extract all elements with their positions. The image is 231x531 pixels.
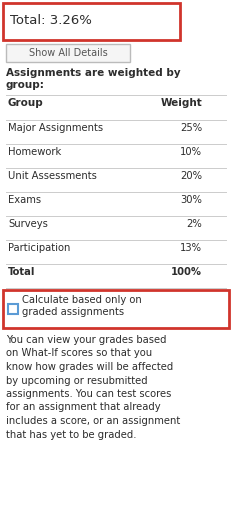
Text: Calculate based only on: Calculate based only on (22, 295, 141, 305)
Text: graded assignments: graded assignments (22, 307, 124, 317)
Text: Unit Assessments: Unit Assessments (8, 171, 97, 181)
Text: Show All Details: Show All Details (28, 48, 107, 58)
Text: Exams: Exams (8, 195, 41, 205)
Text: 13%: 13% (179, 243, 201, 253)
Text: Group: Group (8, 98, 44, 108)
Text: by upcoming or resubmitted: by upcoming or resubmitted (6, 375, 147, 386)
Text: 10%: 10% (179, 147, 201, 157)
Bar (6, 44, 129, 62)
Text: 25%: 25% (179, 123, 201, 133)
Text: You can view your grades based: You can view your grades based (6, 335, 166, 345)
Text: Total: 3.26%: Total: 3.26% (10, 14, 91, 28)
Text: Assignments are weighted by: Assignments are weighted by (6, 68, 180, 78)
Text: Homework: Homework (8, 147, 61, 157)
Text: know how grades will be affected: know how grades will be affected (6, 362, 173, 372)
Bar (3, 290, 228, 328)
Text: Weight: Weight (160, 98, 201, 108)
Text: for an assignment that already: for an assignment that already (6, 402, 160, 413)
Text: on What-If scores so that you: on What-If scores so that you (6, 348, 152, 358)
Text: Total: Total (8, 267, 35, 277)
Text: Surveys: Surveys (8, 219, 48, 229)
Text: Participation: Participation (8, 243, 70, 253)
Text: 30%: 30% (179, 195, 201, 205)
Text: that has yet to be graded.: that has yet to be graded. (6, 430, 136, 440)
Text: 20%: 20% (179, 171, 201, 181)
Bar (8, 304, 18, 314)
Text: assignments. You can test scores: assignments. You can test scores (6, 389, 171, 399)
Bar (3, 3, 179, 40)
Text: 100%: 100% (170, 267, 201, 277)
Text: Major Assignments: Major Assignments (8, 123, 103, 133)
Text: 2%: 2% (185, 219, 201, 229)
Text: group:: group: (6, 80, 45, 90)
Text: includes a score, or an assignment: includes a score, or an assignment (6, 416, 179, 426)
